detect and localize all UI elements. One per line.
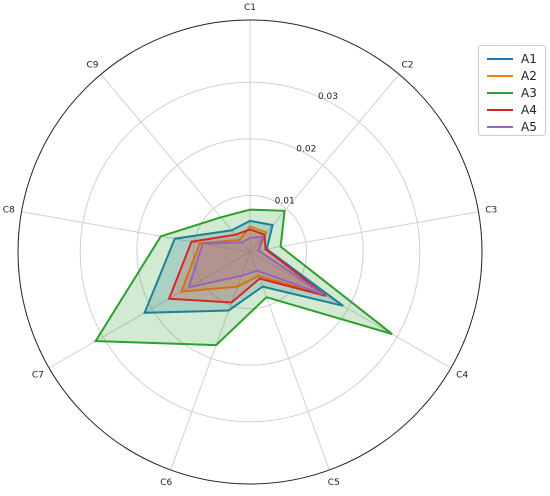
axis-label-c3: C3 xyxy=(485,205,497,215)
legend-label: A3 xyxy=(521,86,537,100)
radial-gridline-c9 xyxy=(100,73,251,253)
radial-gridline-c3 xyxy=(249,211,479,253)
axis-label-c8: C8 xyxy=(3,205,15,215)
radial-tick-label: 0.03 xyxy=(318,92,338,102)
legend: A1 A2 A3 A4 A5 xyxy=(478,45,546,136)
series-a4-polygon xyxy=(167,228,327,304)
radial-gridline-c2 xyxy=(249,73,400,253)
axis-label-c5: C5 xyxy=(328,478,340,488)
legend-swatch xyxy=(487,92,513,94)
axis-label-c7: C7 xyxy=(32,371,44,381)
radial-tick-label: 0.02 xyxy=(296,144,316,154)
legend-item-a4: A4 xyxy=(487,101,537,119)
radial-tick-label: 0.01 xyxy=(275,197,295,207)
axis-label-c9: C9 xyxy=(87,60,99,70)
radial-gridline-c7 xyxy=(48,251,251,369)
radial-gridline-c5 xyxy=(249,251,330,471)
legend-item-a2: A2 xyxy=(487,67,537,85)
legend-label: A5 xyxy=(521,120,537,134)
legend-label: A2 xyxy=(521,69,537,83)
outer-frame xyxy=(17,19,483,485)
radial-grid-circle xyxy=(79,81,421,423)
radial-gridline-c8 xyxy=(21,211,251,253)
radial-gridline-c4 xyxy=(249,251,452,369)
axis-label-c2: C2 xyxy=(401,60,413,70)
legend-item-a1: A1 xyxy=(487,50,537,68)
radial-gridline-c6 xyxy=(170,251,251,471)
legend-label: A4 xyxy=(521,103,537,117)
legend-item-a3: A3 xyxy=(487,84,537,102)
legend-swatch xyxy=(487,109,513,111)
radial-grid-circle xyxy=(192,194,308,310)
polar-grid xyxy=(17,19,483,485)
axis-label-c4: C4 xyxy=(456,371,468,381)
series-a3-polygon xyxy=(93,208,393,347)
axis-label-c6: C6 xyxy=(160,478,172,488)
legend-swatch xyxy=(487,58,513,60)
axis-label-c1: C1 xyxy=(244,3,256,13)
radial-grid-circle xyxy=(136,138,364,366)
axis-labels: 0.01 0.02 0.03 C1 C2 C3 C4 C5 C6 C7 C8 C9 xyxy=(3,3,498,488)
legend-swatch xyxy=(487,75,513,77)
series-layer xyxy=(93,208,393,347)
legend-label: A1 xyxy=(521,52,537,66)
legend-item-a5: A5 xyxy=(487,118,537,136)
legend-swatch xyxy=(487,126,513,128)
series-a5-polygon xyxy=(187,235,325,296)
